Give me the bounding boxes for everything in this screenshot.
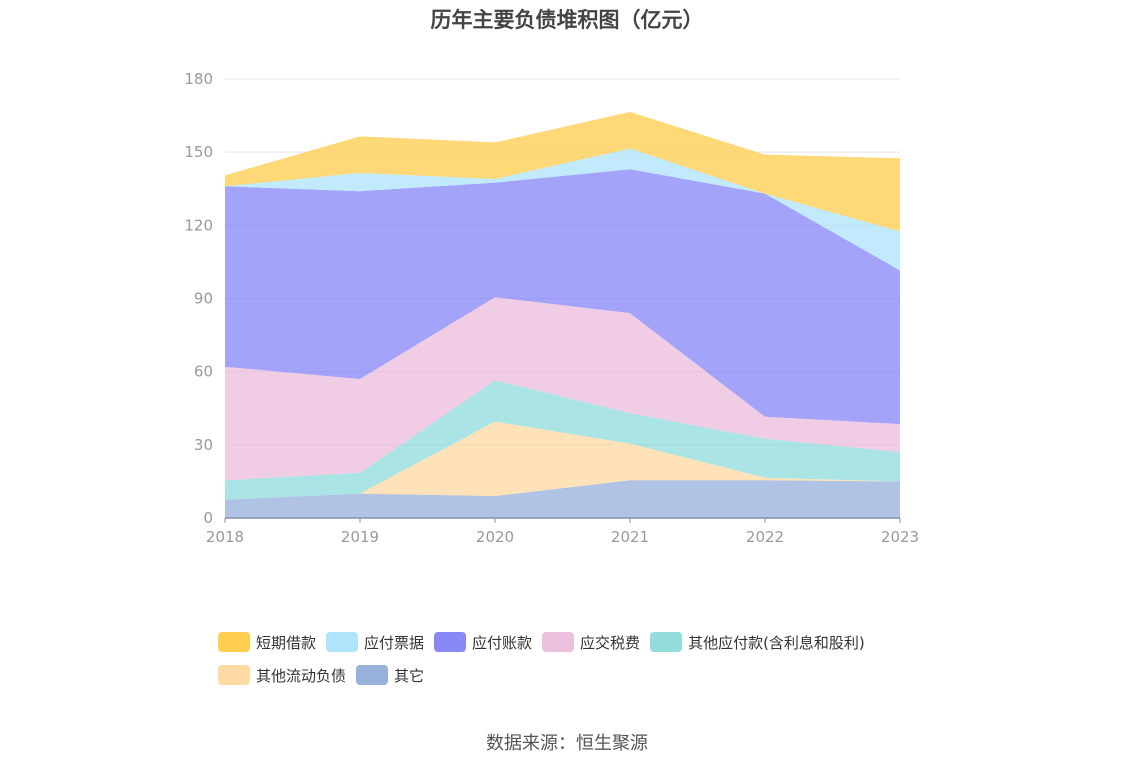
legend-label: 短期借款 <box>256 633 317 652</box>
x-tick-label-2020: 2020 <box>476 528 514 546</box>
chart-title: 历年主要负债堆积图（亿元） <box>430 8 704 32</box>
legend-item[interactable]: 应交税费 <box>542 630 640 654</box>
chart-legend: 短期借款 应付票据 应付账款 应交税费 其他应付款(含利息和股利) 其他流动负债 其它 <box>218 630 938 687</box>
legend-swatch <box>218 665 250 685</box>
area-series-4 <box>225 169 900 425</box>
legend-swatch <box>326 632 359 652</box>
x-tick-label-2021: 2021 <box>611 528 649 546</box>
y-tick-label-90: 90 <box>194 290 213 308</box>
y-tick-label-0: 0 <box>203 509 213 527</box>
y-tick-label-60: 60 <box>194 363 213 381</box>
y-tick-label-150: 150 <box>184 143 213 161</box>
y-tick-label-180: 180 <box>184 70 213 88</box>
legend-item[interactable]: 短期借款 <box>218 630 316 654</box>
legend-label: 应交税费 <box>580 633 641 652</box>
area-series-3 <box>225 297 900 481</box>
legend-swatch <box>542 632 575 652</box>
area-series-5 <box>225 148 900 271</box>
x-tick-label-2022: 2022 <box>746 528 784 546</box>
legend-item[interactable]: 其它 <box>356 663 424 687</box>
legend-item[interactable]: 应付票据 <box>326 630 424 654</box>
area-series-0 <box>225 480 900 518</box>
legend-swatch <box>356 665 389 685</box>
legend-label: 其他应付款(含利息和股利) <box>688 633 865 652</box>
stacked-area-chart: 0 30 60 90 120 150 180 2018 2019 2020 2021 2022 2023 <box>184 70 919 546</box>
legend-item[interactable]: 应付账款 <box>434 630 532 654</box>
area-series-1 <box>225 421 900 500</box>
data-source-note: 数据来源：恒生聚源 <box>486 733 648 754</box>
legend-item[interactable]: 其他流动负债 <box>218 663 346 687</box>
y-tick-label-120: 120 <box>184 216 213 234</box>
legend-item[interactable]: 其他应付款(含利息和股利) <box>650 630 865 654</box>
legend-label: 其他流动负债 <box>256 666 347 685</box>
legend-label: 应付账款 <box>472 633 533 652</box>
legend-swatch <box>650 632 683 652</box>
area-series-2 <box>225 380 900 500</box>
legend-swatch <box>434 632 467 652</box>
x-tick-label-2019: 2019 <box>341 528 379 546</box>
y-tick-label-30: 30 <box>194 436 213 454</box>
area-series-6 <box>225 111 900 232</box>
legend-label: 应付票据 <box>364 633 425 652</box>
x-tick-label-2018: 2018 <box>206 528 244 546</box>
legend-swatch <box>218 632 250 652</box>
x-tick-label-2023: 2023 <box>881 528 919 546</box>
legend-label: 其它 <box>394 666 425 685</box>
